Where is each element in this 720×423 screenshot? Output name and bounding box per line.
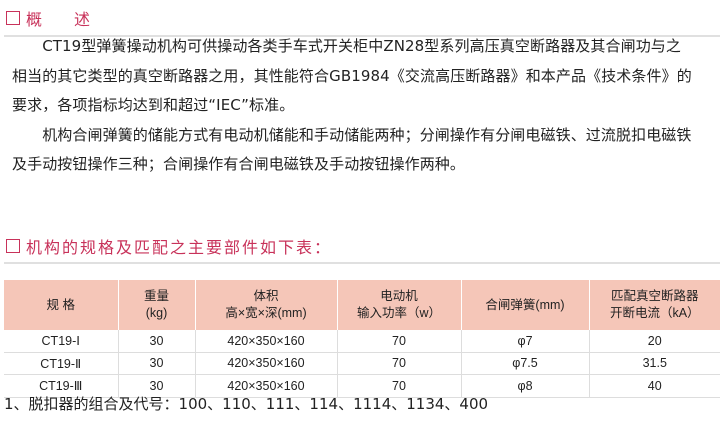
table-row: CT19-Ⅲ 30 420×350×160 70 φ8 40: [4, 374, 720, 398]
table-cell: φ8: [460, 374, 589, 398]
header-line: 电动机: [380, 289, 418, 303]
table-cell: 31.5: [588, 352, 720, 375]
footnote: 1、脱扣器的组合及代号：100、110、111、114、1114、1134、40…: [4, 395, 489, 413]
table-row: CT19-Ⅰ 30 420×350×160 70 φ7 20: [4, 330, 720, 353]
section-heading-specs: 机构的规格及匹配之主要部件如下表：: [6, 234, 332, 258]
table-cell: CT19-Ⅰ: [4, 330, 118, 353]
column-header: 合闸弹簧(mm): [460, 280, 589, 330]
paragraph-line: 及手动按钮操作三种；合闸操作有合闸电磁铁及手动按钮操作两种。: [12, 155, 466, 173]
table-cell: 420×350×160: [194, 330, 337, 353]
header-line: 开断电流（kA）: [609, 306, 700, 320]
column-header: 规 格: [4, 280, 118, 330]
header-line: 规 格: [46, 297, 75, 312]
divider: [4, 262, 720, 264]
table-cell: φ7: [460, 330, 589, 353]
overview-text: CT19型弹簧操动机构可供操动各类手车式开关柜中ZN28型系列高压真空断路器及其…: [12, 32, 710, 180]
table-cell: 420×350×160: [194, 352, 337, 375]
column-header: 重量 (kg): [117, 280, 195, 330]
table-cell: φ7.5: [460, 352, 589, 375]
header-line: 体积: [253, 289, 279, 303]
table-cell: 20: [588, 330, 720, 353]
table-header: 规 格重量 (kg) 体积 高×宽×深(mm) 电动机 输入功率（w） 合闸弹簧(mm) 匹配…: [4, 280, 720, 330]
table-cell: 70: [336, 352, 461, 375]
table-cell: 30: [117, 374, 195, 398]
square-icon: [6, 11, 20, 25]
table-cell: CT19-Ⅲ: [4, 374, 118, 398]
column-header: 电动机输入功率（w）: [336, 280, 461, 330]
paragraph-line: 要求，各项指标均达到和超过“IEC”标准。: [12, 96, 295, 114]
table-row: CT19-Ⅱ 30 420×350×160 70 φ7.5 31.5: [4, 352, 720, 375]
header-line: 输入功率（w）: [356, 306, 442, 320]
header-line: 重量: [143, 289, 169, 303]
paragraph-line: 机构合闸弹簧的储能方式有电动机储能和手动储能两种；分闸操作有分闸电磁铁、过流脱扣…: [12, 125, 692, 144]
table-cell: 30: [117, 352, 195, 375]
paragraph-line: CT19型弹簧操动机构可供操动各类手车式开关柜中ZN28型系列高压真空断路器及其…: [12, 37, 682, 55]
table-cell: 40: [588, 374, 720, 398]
column-header: 匹配真空断路器 开断电流（kA）: [588, 280, 720, 330]
section-heading-overview: 概 述: [6, 6, 90, 30]
header-line: 高×宽×深(mm): [225, 306, 307, 320]
header-line: 匹配真空断路器: [610, 289, 699, 303]
column-header: 体积高×宽×深(mm): [194, 280, 337, 330]
header-line: 合闸弹簧(mm): [485, 297, 565, 312]
table-cell: CT19-Ⅱ: [4, 352, 118, 375]
header-line: (kg): [145, 306, 168, 320]
paragraph-line: 相当的其它类型的真空断路器之用，其性能符合GB1984《交流高压断路器》和本产品…: [12, 66, 692, 85]
divider: [4, 35, 720, 37]
table-cell: 70: [336, 374, 461, 398]
table-cell: 420×350×160: [194, 374, 337, 398]
table-cell: 70: [336, 330, 461, 353]
table-cell: 30: [117, 330, 195, 353]
square-icon: [6, 239, 20, 253]
spec-table: 规 格重量 (kg) 体积 高×宽×深(mm) 电动机 输入功率（w） 合闸弹簧(mm) 匹配…: [4, 280, 720, 398]
